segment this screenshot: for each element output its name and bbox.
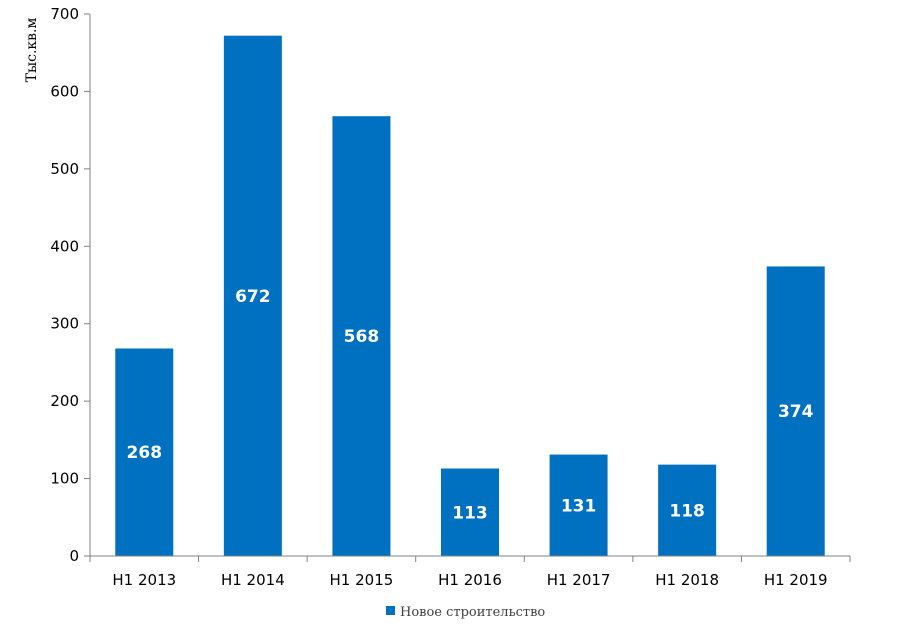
data-label: 672 bbox=[235, 287, 271, 307]
bar bbox=[441, 468, 499, 556]
data-label: 268 bbox=[127, 443, 163, 463]
legend: Новое строительство bbox=[386, 605, 545, 620]
data-label: 374 bbox=[778, 402, 814, 422]
x-axis: H1 2013 H1 2014 H1 2015 H1 2016 H1 2017 H1 20… bbox=[89, 555, 851, 589]
x-tick-label: H1 2017 bbox=[547, 571, 611, 589]
x-tick-label: H1 2015 bbox=[330, 571, 394, 589]
x-tick-label: H1 2014 bbox=[221, 571, 285, 589]
bar bbox=[223, 35, 282, 557]
data-label: 131 bbox=[561, 496, 597, 516]
data-label: 568 bbox=[344, 327, 380, 347]
bar bbox=[549, 454, 608, 556]
y-tick-label: 700 bbox=[50, 5, 79, 23]
x-tick-label: H1 2018 bbox=[655, 571, 719, 589]
y-tick-label: 100 bbox=[50, 470, 79, 488]
y-tick-label: 400 bbox=[50, 237, 79, 255]
bar-series: 268 672 568 113 131 118 374 bbox=[115, 35, 825, 557]
y-tick-label: 600 bbox=[50, 82, 79, 100]
legend-label: Новое строительство bbox=[400, 605, 545, 620]
x-tick-label: H1 2019 bbox=[764, 571, 828, 589]
data-label: 118 bbox=[669, 501, 705, 521]
y-tick-label: 200 bbox=[50, 392, 79, 410]
x-tick-label: H1 2016 bbox=[438, 571, 502, 589]
data-label: 113 bbox=[452, 503, 488, 523]
y-axis-title: Тыс.кв.м bbox=[24, 18, 40, 83]
bar bbox=[115, 348, 174, 556]
legend-swatch bbox=[386, 606, 395, 615]
x-tick-label: H1 2013 bbox=[112, 571, 176, 589]
y-tick-label: 0 bbox=[69, 547, 79, 565]
bar bbox=[766, 266, 825, 556]
bar bbox=[332, 116, 391, 556]
bar bbox=[658, 464, 717, 556]
y-tick-label: 300 bbox=[50, 315, 79, 333]
y-axis: 0 100 200 300 400 500 600 700 bbox=[50, 5, 91, 565]
y-tick-label: 500 bbox=[50, 160, 79, 178]
